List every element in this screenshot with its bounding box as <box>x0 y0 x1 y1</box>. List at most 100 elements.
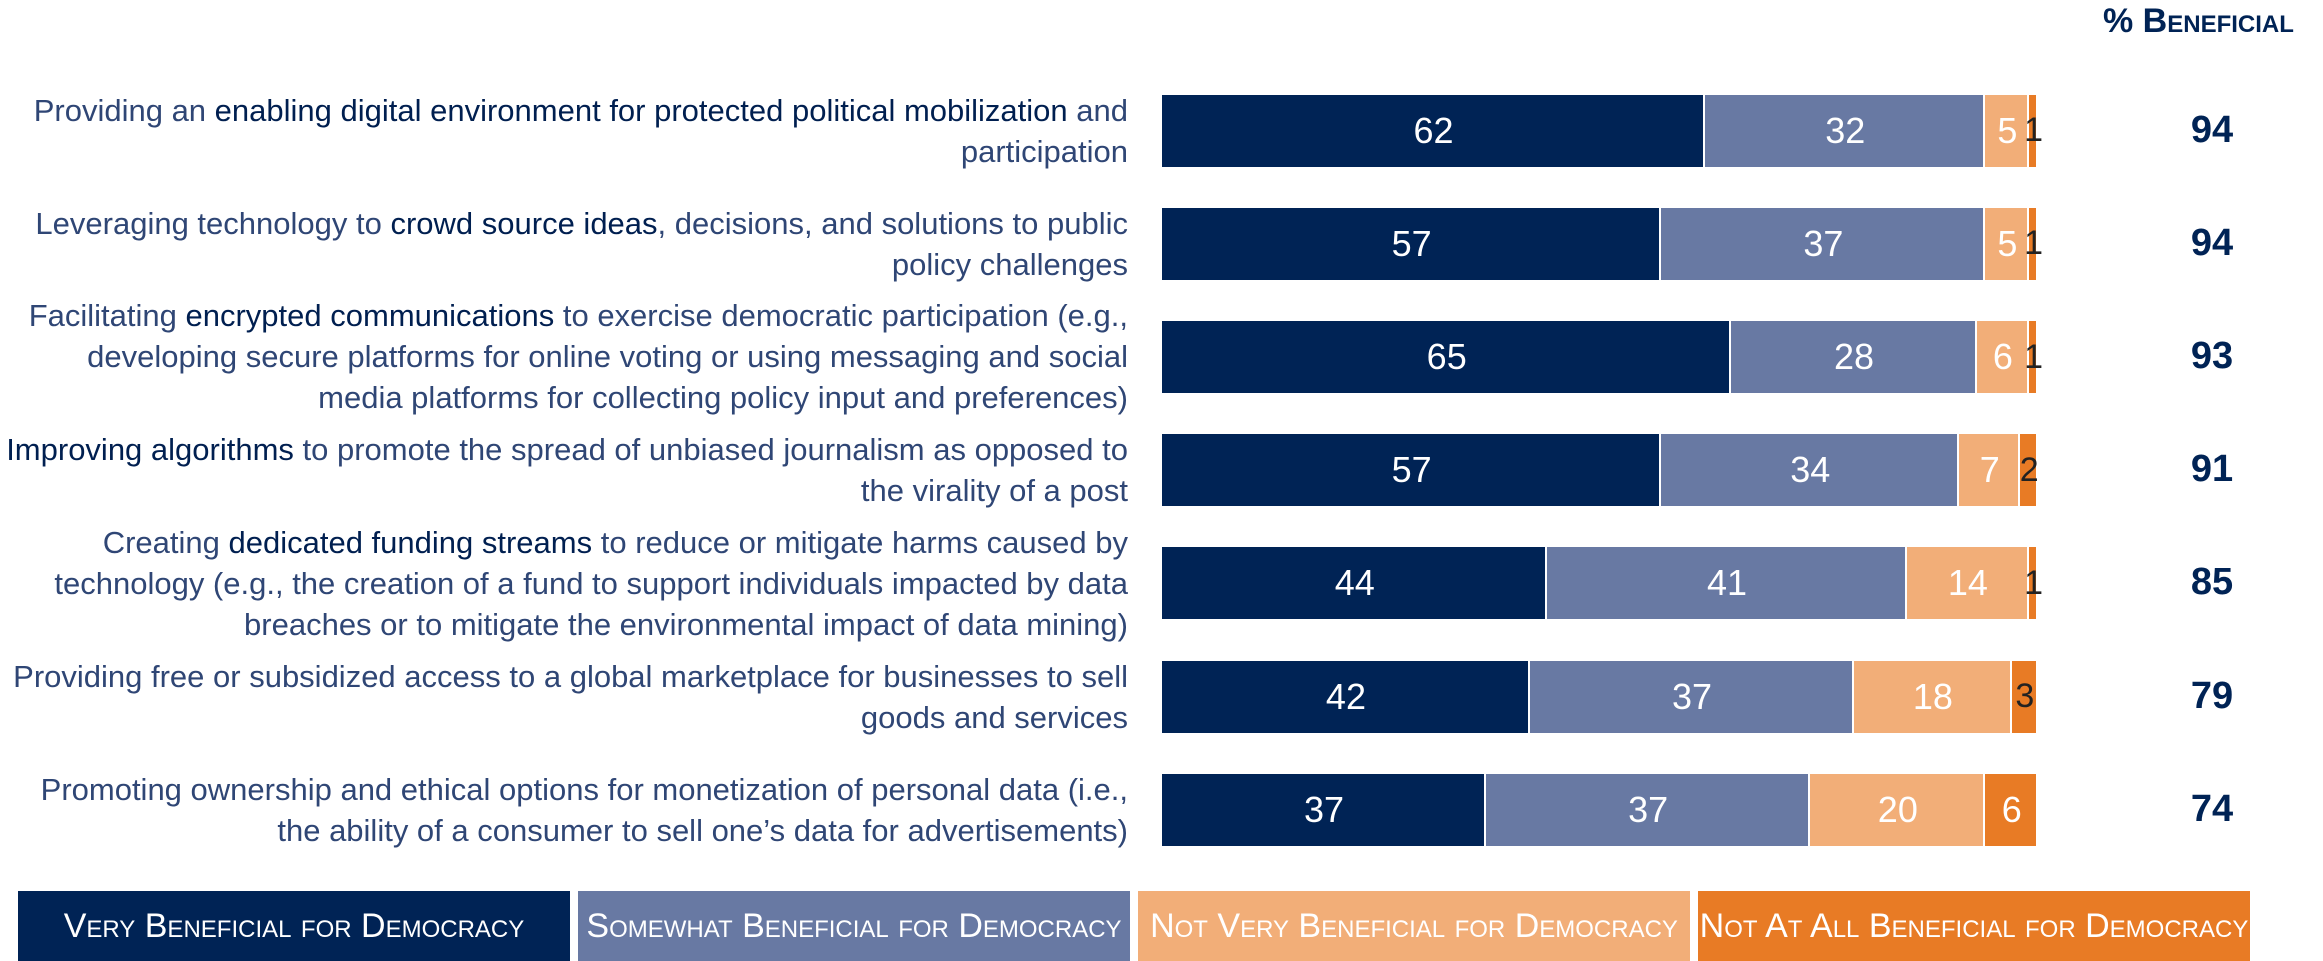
data-label: 1 <box>2024 337 2044 376</box>
bar-segment <box>1162 434 1662 507</box>
bar-segment <box>1705 94 1986 167</box>
bar-segment <box>1906 547 2030 620</box>
bar-segment <box>2029 94 2038 167</box>
bar-segment <box>1162 660 1530 733</box>
bar-segment <box>1162 207 1662 280</box>
total-label: 94 <box>2190 221 2234 264</box>
total-label: 85 <box>2190 561 2234 604</box>
data-label: 41 <box>1706 562 1748 604</box>
category-emphasis: crowd source ideas <box>390 205 658 241</box>
category-label: Creating dedicated funding streams to re… <box>0 525 1128 642</box>
bar-segment <box>1547 547 1907 620</box>
total-label: 94 <box>2190 108 2234 151</box>
category-part: , decisions, and solutions to public pol… <box>657 205 1128 282</box>
data-label: 28 <box>1834 336 1875 377</box>
category-part: Providing an <box>33 92 215 128</box>
data-label: 6 <box>1992 336 2013 377</box>
bar-segment <box>1486 773 1811 846</box>
legend-item: Somewhat Beneficial for Democracy <box>578 891 1130 961</box>
bar-segment <box>1529 660 1855 733</box>
category-label: Leveraging technology to crowd source id… <box>0 187 1128 300</box>
category-part: to reduce or mitigate harms caused by te… <box>54 524 1128 642</box>
category-emphasis: encrypted communications <box>185 298 555 334</box>
category-part: to promote the spread of unbiased journa… <box>293 432 1128 509</box>
data-label: 2 <box>2019 450 2039 489</box>
category-label: Promoting ownership and ethical options … <box>0 753 1128 866</box>
category-part: Promoting ownership and ethical options … <box>40 771 1128 848</box>
data-label: 5 <box>1997 109 2018 151</box>
bar-segment <box>1976 321 2030 393</box>
total-label: 93 <box>2190 335 2234 377</box>
totals-title: % Beneficial <box>2103 2 2294 40</box>
data-label: 3 <box>2015 677 2035 716</box>
data-label: 57 <box>1391 449 1432 491</box>
data-label: 1 <box>2024 224 2044 263</box>
bar-segment <box>1661 207 1986 280</box>
data-label: 1 <box>2024 111 2044 150</box>
bar-segment <box>2020 434 2038 507</box>
data-label: 42 <box>1325 675 1366 717</box>
data-label: 37 <box>1304 788 1345 830</box>
bar-segment <box>2011 660 2038 733</box>
category-text: Improving algorithms to promote the spre… <box>0 429 1128 511</box>
data-label: 6 <box>2001 788 2022 830</box>
category-text: Leveraging technology to crowd source id… <box>0 203 1128 285</box>
data-label: 1 <box>2024 563 2044 602</box>
bar-segment <box>1985 207 2030 280</box>
category-emphasis: dedicated funding streams <box>228 524 593 560</box>
category-label: Providing an enabling digital environmen… <box>0 74 1128 187</box>
data-label: 37 <box>1671 675 1712 717</box>
data-label: 34 <box>1790 449 1831 491</box>
legend-item: Not At All Beneficial for Democracy <box>1698 891 2250 961</box>
bar-segment <box>1985 773 2038 846</box>
legend-label: Not At All Beneficial for Democracy <box>1699 906 2249 945</box>
bar-segment <box>2029 321 2038 393</box>
bar-segment <box>2029 207 2038 280</box>
bar-segment <box>1162 94 1706 167</box>
bar-segment <box>1661 434 1960 507</box>
bar-segment <box>1162 773 1487 846</box>
data-label: 62 <box>1413 109 1454 151</box>
data-label: 57 <box>1391 222 1432 264</box>
legend-label: Very Beneficial for Democracy <box>63 906 525 945</box>
bar-segment <box>1162 547 1548 620</box>
category-text: Providing free or subsidized access to a… <box>0 656 1128 738</box>
category-text: Creating dedicated funding streams to re… <box>0 522 1128 645</box>
data-label: 32 <box>1825 109 1866 151</box>
bar-segment <box>1810 773 1986 846</box>
total-label: 91 <box>2190 448 2234 491</box>
category-emphasis: enabling digital environment for protect… <box>214 92 1068 128</box>
bar-segment <box>1985 94 2030 167</box>
category-label: Providing free or subsidized access to a… <box>0 640 1128 753</box>
data-label: 7 <box>1979 449 2000 491</box>
total-label: 79 <box>2190 674 2234 717</box>
legend-item: Very Beneficial for Democracy <box>18 891 570 961</box>
data-label: 44 <box>1334 562 1375 604</box>
data-label: 37 <box>1628 788 1669 830</box>
category-text: Providing an enabling digital environmen… <box>0 90 1128 172</box>
data-label: 5 <box>1997 222 2018 264</box>
bar-segment <box>1854 660 2012 733</box>
category-text: Facilitating encrypted communications to… <box>0 295 1128 418</box>
legend-item: Not Very Beneficial for Democracy <box>1138 891 1690 961</box>
category-label: Facilitating encrypted communications to… <box>0 298 1128 415</box>
category-part: to exercise democratic participation (e.… <box>87 298 1128 416</box>
data-label: 14 <box>1947 562 1988 604</box>
category-part: Providing free or subsidized access to a… <box>13 658 1128 735</box>
legend-label: Somewhat Beneficial for Democracy <box>586 906 1122 945</box>
category-part: and participation <box>960 92 1128 169</box>
category-emphasis: Improving algorithms <box>6 432 294 468</box>
category-part: Leveraging technology to <box>35 205 391 241</box>
bar-segment <box>2029 547 2038 620</box>
bar-segment <box>1959 434 2021 507</box>
data-label: 18 <box>1912 675 1953 717</box>
data-label: 37 <box>1803 222 1844 264</box>
data-label: 20 <box>1877 788 1918 830</box>
category-text: Promoting ownership and ethical options … <box>0 769 1128 851</box>
category-part: Facilitating <box>28 298 186 334</box>
category-part: Creating <box>102 524 229 560</box>
bar-segment <box>1162 321 1732 393</box>
total-label: 74 <box>2190 787 2234 830</box>
legend-label: Not Very Beneficial for Democracy <box>1150 906 1678 945</box>
